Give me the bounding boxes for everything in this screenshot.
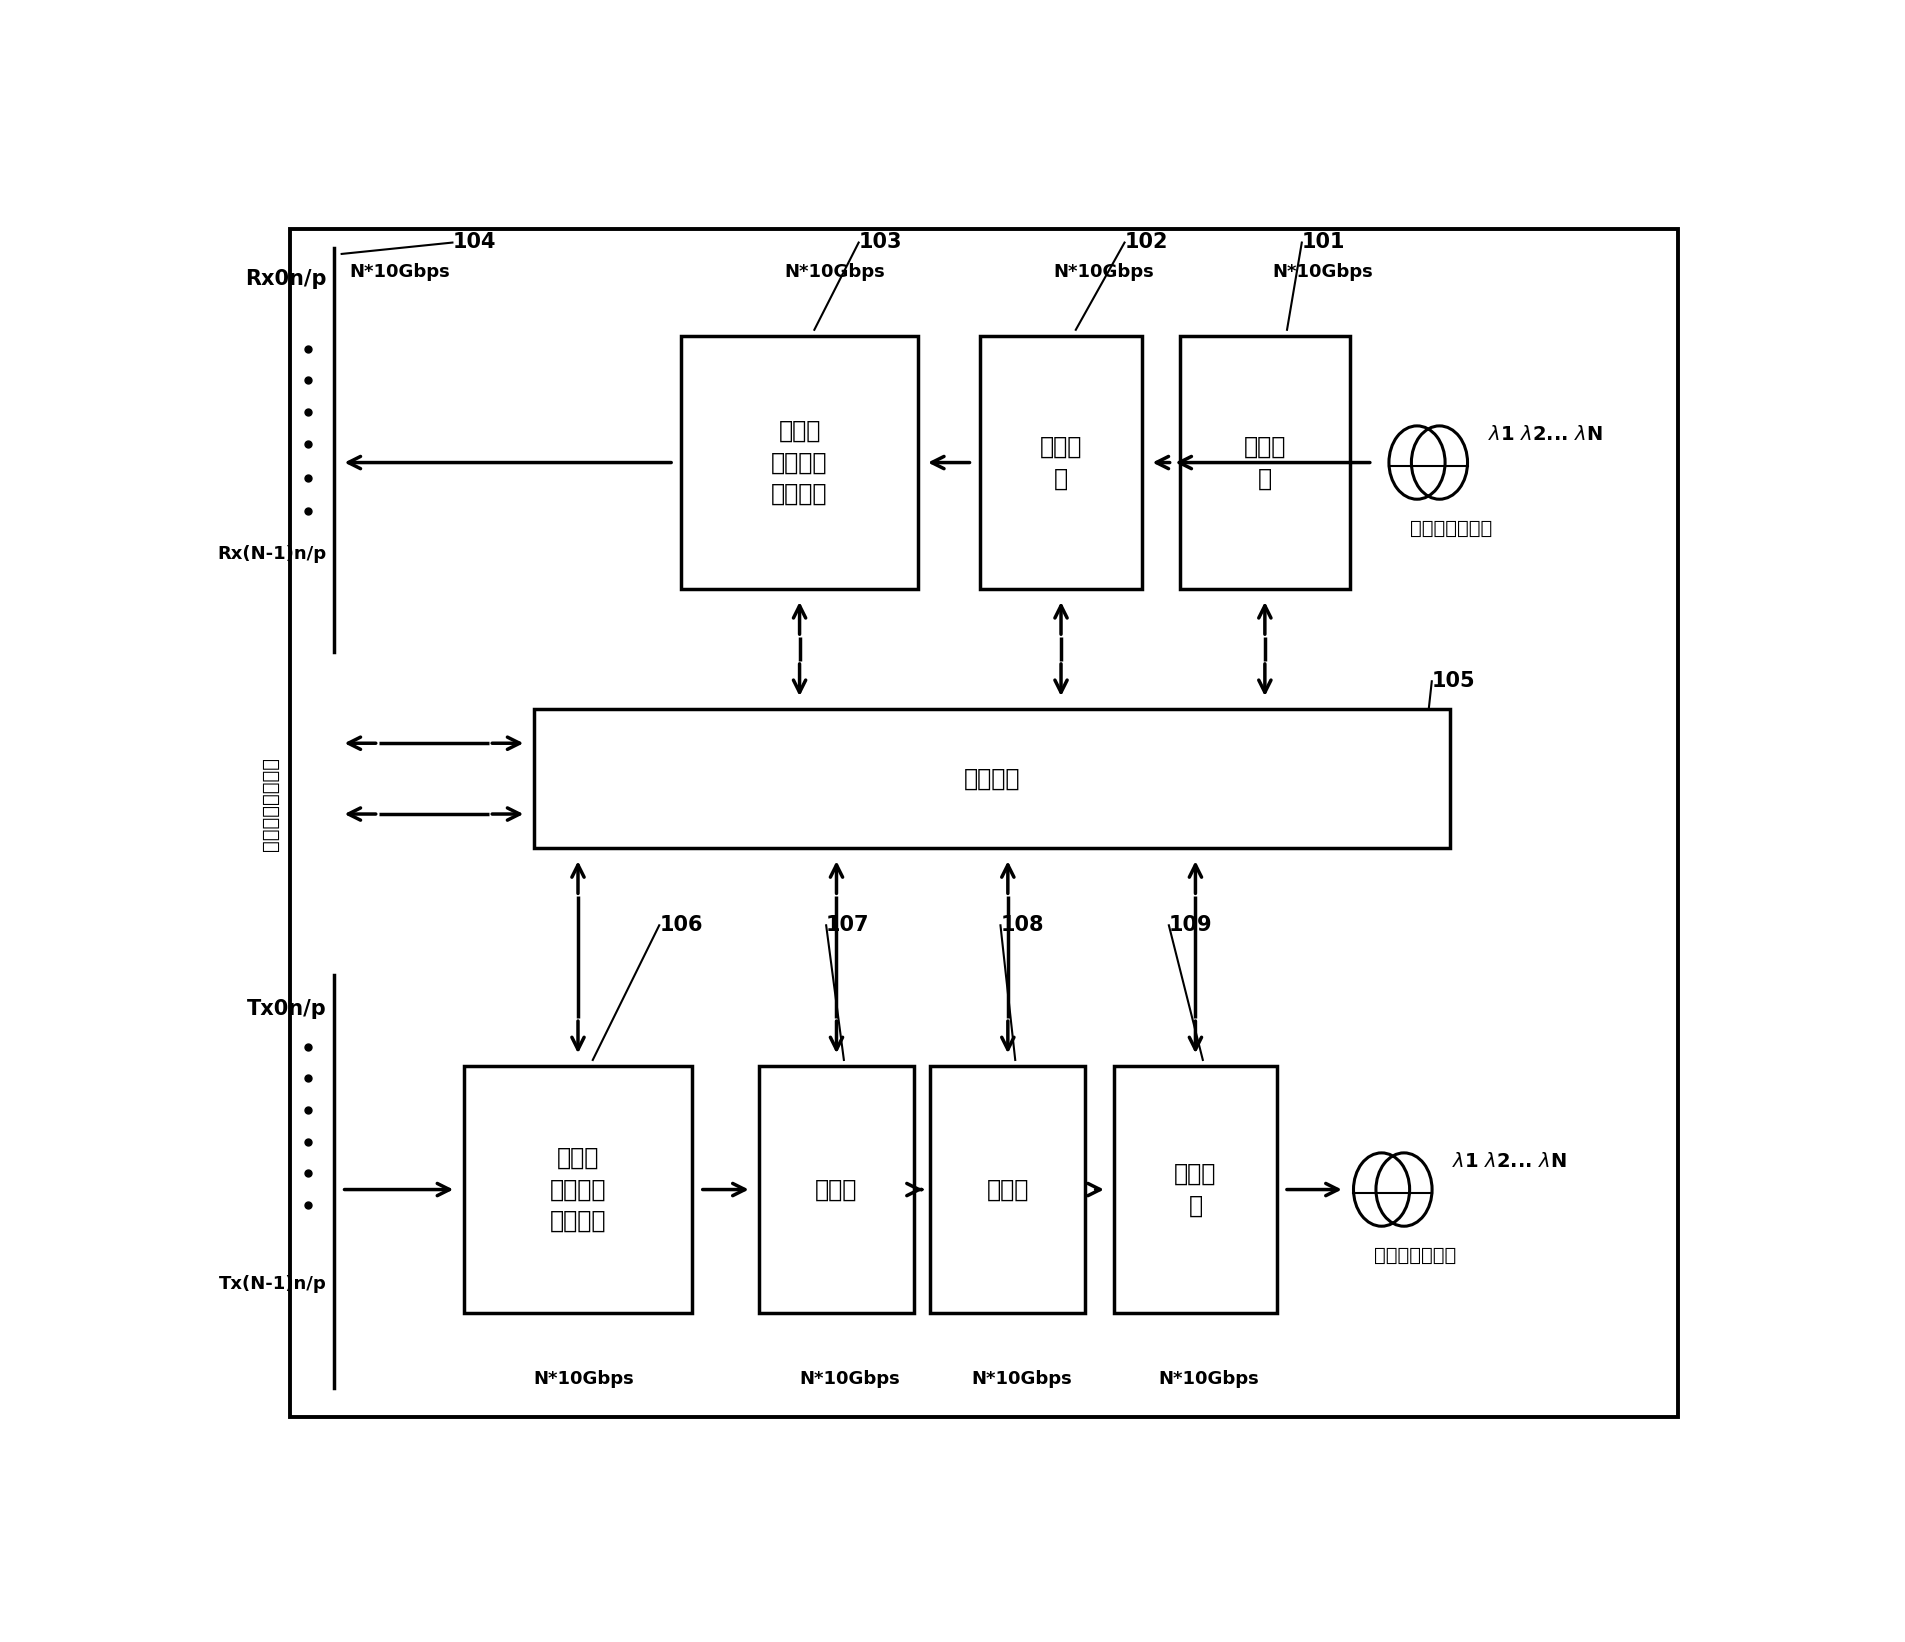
Text: 光分波
器: 光分波 器 [1244,435,1286,491]
Bar [533,709,1448,849]
Text: $\lambda$1 $\lambda$2... $\lambda$N: $\lambda$1 $\lambda$2... $\lambda$N [1488,425,1602,445]
Text: Rx0n/p: Rx0n/p [246,269,328,289]
Text: 101: 101 [1301,233,1345,253]
Text: 微控制器: 微控制器 [962,767,1019,791]
Text: N*10Gbps: N*10Gbps [1273,263,1372,281]
Text: 102: 102 [1124,233,1168,253]
Text: 103: 103 [857,233,901,253]
Text: 路数据的送到单板: 路数据的送到单板 [261,757,280,851]
Text: N*10Gbps: N*10Gbps [1053,263,1154,281]
Text: 驱动器: 驱动器 [815,1177,857,1202]
Text: 激光器: 激光器 [987,1177,1029,1202]
Text: 发送俧
时钟数据
恢复单元: 发送俧 时钟数据 恢复单元 [549,1146,606,1233]
Bar [680,337,916,589]
Text: Tx(N-1)n/p: Tx(N-1)n/p [219,1276,328,1294]
Text: 多波光信号输出: 多波光信号输出 [1374,1246,1455,1264]
Text: N*10Gbps: N*10Gbps [970,1369,1071,1387]
Text: N*10Gbps: N*10Gbps [533,1369,634,1387]
Text: Rx(N-1)n/p: Rx(N-1)n/p [217,545,328,563]
Text: Tx0n/p: Tx0n/p [248,998,328,1018]
Bar [463,1066,692,1314]
Text: N*10Gbps: N*10Gbps [800,1369,899,1387]
Text: $\lambda$1 $\lambda$2... $\lambda$N: $\lambda$1 $\lambda$2... $\lambda$N [1452,1153,1566,1171]
Text: 光接收
机: 光接收 机 [1040,435,1082,491]
Bar [758,1066,914,1314]
Text: 109: 109 [1168,915,1212,936]
Text: 106: 106 [659,915,703,936]
Text: 108: 108 [1000,915,1044,936]
Text: N*10Gbps: N*10Gbps [785,263,886,281]
Bar [1114,1066,1276,1314]
Text: 107: 107 [825,915,869,936]
Text: 104: 104 [451,233,495,253]
Text: 多波光信号输入: 多波光信号输入 [1410,519,1492,539]
Bar [979,337,1141,589]
Text: 接收俧
时钟数据
恢复单元: 接收俧 时钟数据 恢复单元 [772,419,827,506]
Text: N*10Gbps: N*10Gbps [349,263,450,281]
Text: N*10Gbps: N*10Gbps [1158,1369,1259,1387]
Text: 光合波
器: 光合波 器 [1173,1163,1215,1217]
Bar [930,1066,1084,1314]
Bar [1179,337,1349,589]
Text: 105: 105 [1431,672,1474,691]
